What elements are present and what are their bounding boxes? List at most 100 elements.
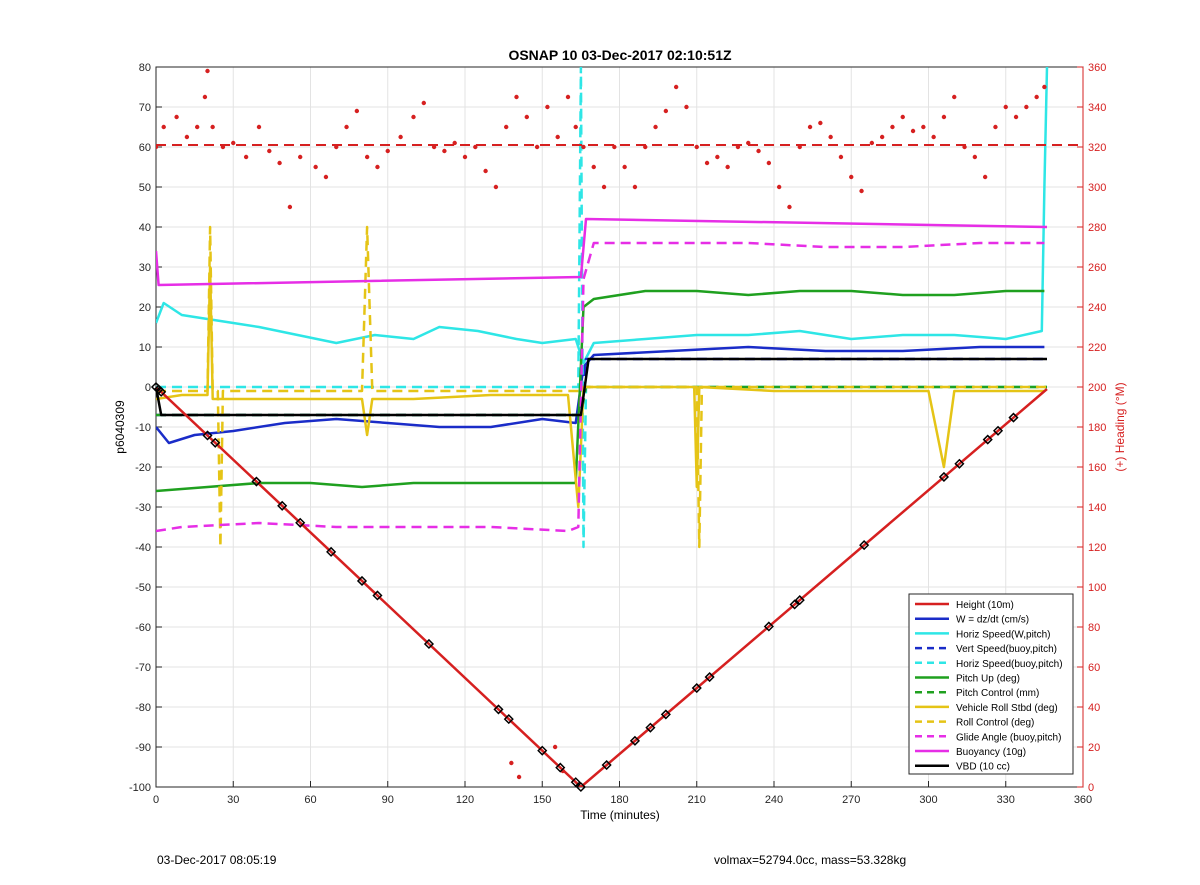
heading-point: [220, 144, 226, 150]
dive-marker: [629, 735, 641, 746]
legend-label-pitch: Pitch Up (deg): [956, 674, 1020, 685]
dive-marker: [1008, 412, 1019, 423]
series-pitch-line: [156, 289, 1045, 493]
heading-point: [921, 124, 926, 130]
y2-tick-label: 80: [1088, 622, 1100, 634]
y2-tick-label: 180: [1088, 422, 1106, 434]
dive-marker: [326, 546, 337, 557]
grid-lines: [155, 66, 1084, 788]
dive-marker: [251, 476, 262, 487]
y-tick-label: -50: [135, 582, 151, 594]
y-tick-label: -10: [135, 422, 151, 434]
y-tick-label: -20: [135, 462, 151, 474]
heading-point: [869, 140, 875, 146]
y2-tick-label: 100: [1088, 582, 1106, 594]
heading-point: [534, 144, 540, 150]
heading-point: [442, 148, 447, 154]
heading-point: [746, 140, 751, 146]
dive-marker: [982, 434, 993, 445]
legend-label-horiz_speed_buoy: Horiz Speed(buoy,pitch): [956, 659, 1063, 670]
y2-tick-label: 140: [1088, 502, 1106, 514]
y-tick-label: -90: [135, 742, 151, 754]
heading-point: [859, 188, 864, 194]
dive-marker: [555, 762, 566, 773]
dive-marker: [277, 500, 288, 511]
heading-point: [473, 144, 478, 150]
heading-point: [210, 124, 215, 130]
dive-marker: [601, 759, 612, 771]
heading-point: [704, 160, 710, 166]
heading-point: [323, 174, 329, 180]
heading-point: [612, 144, 617, 150]
y2-tick-label: 260: [1088, 262, 1106, 274]
dive-marker: [537, 745, 548, 756]
y2-tick-label: 200: [1088, 382, 1106, 394]
heading-point: [411, 114, 416, 120]
heading-point: [601, 184, 607, 190]
heading-point: [1003, 104, 1008, 110]
y-tick-label: -100: [129, 782, 151, 794]
legend-label-glide: Glide Angle (buoy,pitch): [956, 732, 1061, 743]
dive-marker: [704, 671, 715, 683]
dive-marker: [954, 458, 965, 469]
y2-tick-label: 300: [1088, 182, 1106, 194]
legend-label-horiz_speed: Horiz Speed(W,pitch): [956, 629, 1050, 640]
heading-point: [509, 760, 514, 766]
heading-point: [452, 140, 457, 146]
y2-tick-label: 340: [1088, 102, 1106, 114]
heading-point: [581, 144, 586, 150]
series-group: [156, 67, 1049, 787]
heading-point: [684, 104, 689, 110]
heading-point: [715, 154, 720, 160]
legend-label-vert_speed_buoy: Vert Speed(buoy,pitch): [956, 644, 1057, 655]
y2-tick-label: 60: [1088, 662, 1100, 674]
heading-point: [298, 154, 303, 160]
y-tick-label: 20: [139, 302, 151, 314]
heading-point: [1042, 84, 1047, 90]
heading-point: [807, 124, 813, 130]
series-vbd-line: [156, 357, 1047, 417]
heading-point: [849, 174, 854, 180]
heading-point: [694, 144, 699, 150]
heading-point: [504, 124, 509, 130]
series-roll-line: [156, 265, 1045, 509]
heading-point: [735, 144, 741, 150]
y2-tick-label: 20: [1088, 742, 1100, 754]
dive-marker: [645, 722, 656, 733]
heading-point: [565, 94, 571, 100]
heading-point: [267, 148, 272, 154]
y2-tick-label: 160: [1088, 462, 1106, 474]
heading-point: [910, 128, 916, 134]
heading-point: [952, 94, 957, 100]
heading-point: [462, 154, 468, 160]
dive-markers: [150, 381, 1019, 793]
x-tick-label: 210: [688, 794, 706, 806]
heading-point: [591, 164, 596, 170]
y-tick-label: 50: [139, 182, 151, 194]
heading-point: [632, 184, 638, 190]
x-tick-label: 120: [456, 794, 474, 806]
y-tick-label: -40: [135, 542, 151, 554]
heading-point: [156, 144, 159, 150]
heading-point: [766, 160, 772, 166]
dive-marker: [570, 777, 581, 788]
heading-point: [174, 114, 179, 120]
heading-point: [931, 134, 936, 140]
x-tick-label: 360: [1074, 794, 1092, 806]
heading-point: [663, 108, 669, 114]
heading-point: [1013, 114, 1019, 120]
footer-timestamp: 03-Dec-2017 08:05:19: [157, 853, 277, 867]
heading-point: [879, 134, 885, 140]
heading-point: [552, 744, 558, 750]
heading-point: [354, 108, 360, 114]
heading-point: [516, 774, 522, 780]
series-glide-line: [156, 241, 1045, 533]
axes: 0 30 60 90 120 150 180 210 240 270 300 330 360-100-9…: [129, 62, 1106, 806]
heading-point: [972, 154, 978, 160]
heading-point: [900, 114, 905, 120]
series-buoyancy-line: [156, 217, 1048, 287]
dive-marker: [763, 621, 774, 632]
dive-marker: [660, 709, 671, 720]
y-tick-label: -80: [135, 702, 151, 714]
